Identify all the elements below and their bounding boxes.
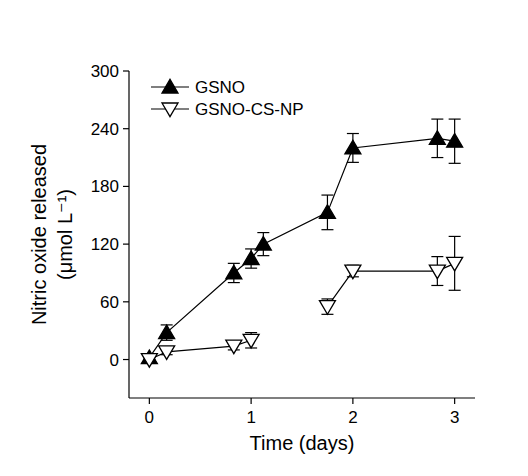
data-point: [255, 237, 271, 251]
legend-marker: [162, 79, 178, 93]
data-point: [226, 340, 242, 354]
error-cap: [449, 118, 461, 119]
data-point: [243, 334, 259, 348]
data-point: [159, 346, 175, 360]
y-axis-label: Nitric oxide released(μmol L⁻¹): [28, 144, 76, 325]
error-cap: [347, 162, 359, 163]
y-axis-label-line: (μmol L⁻¹): [54, 189, 76, 280]
series-line: [149, 263, 454, 359]
data-point: [447, 134, 463, 148]
error-cap: [431, 285, 443, 286]
legend-label: GSNO: [195, 78, 245, 97]
y-tick-label: 60: [100, 293, 119, 312]
error-cap: [449, 290, 461, 291]
data-point: [159, 325, 175, 339]
y-tick-label: 120: [91, 235, 119, 254]
data-point: [141, 354, 157, 368]
data-point: [345, 140, 361, 154]
data-point: [345, 265, 361, 279]
data-point: [243, 251, 259, 265]
data-point: [319, 301, 335, 315]
y-tick: [123, 359, 129, 360]
y-tick: [123, 70, 129, 71]
error-cap: [321, 194, 333, 195]
y-tick-label: 0: [110, 351, 119, 370]
x-tick-label: 0: [145, 408, 154, 427]
y-tick-label: 240: [91, 120, 119, 139]
x-tick-label: 1: [246, 408, 255, 427]
error-cap: [431, 157, 443, 158]
error-cap: [161, 340, 173, 341]
y-axis: [128, 71, 129, 398]
error-cap: [321, 229, 333, 230]
legend-marker: [162, 103, 178, 117]
error-cap: [228, 282, 240, 283]
y-tick-label: 300: [91, 62, 119, 81]
y-tick: [123, 128, 129, 129]
error-cap: [431, 118, 443, 119]
x-axis-label: Time (days): [250, 432, 355, 454]
legend-label: GSNO-CS-NP: [195, 100, 304, 119]
x-tick: [352, 398, 353, 404]
y-tick-label: 180: [91, 177, 119, 196]
error-cap: [245, 268, 257, 269]
series-line: [149, 138, 454, 357]
y-tick: [123, 244, 129, 245]
x-tick-label: 2: [348, 408, 357, 427]
plot-area: [141, 119, 462, 367]
chart: 0 60 120 180 240 300 0 1 2 3 Time (days) Nitric oxi…: [0, 0, 528, 476]
y-axis-label-line: Nitric oxide released: [28, 144, 50, 325]
data-point: [319, 205, 335, 219]
data-point: [429, 131, 445, 145]
error-cap: [257, 255, 269, 256]
x-axis: [129, 397, 475, 398]
y-tick: [123, 186, 129, 187]
error-cap: [321, 298, 333, 299]
data-point: [447, 257, 463, 271]
y-tick: [123, 301, 129, 302]
x-tick: [149, 398, 150, 404]
error-cap: [245, 332, 257, 333]
error-cap: [347, 133, 359, 134]
data-point: [429, 265, 445, 279]
data-point: [226, 265, 242, 279]
x-tick: [251, 398, 252, 404]
x-tick: [454, 398, 455, 404]
error-cap: [449, 236, 461, 237]
error-cap: [228, 263, 240, 264]
x-tick-label: 3: [450, 408, 459, 427]
legend: GSNO GSNO-CS-NP: [151, 78, 304, 119]
error-cap: [449, 163, 461, 164]
error-cap: [257, 232, 269, 233]
error-cap: [431, 256, 443, 257]
